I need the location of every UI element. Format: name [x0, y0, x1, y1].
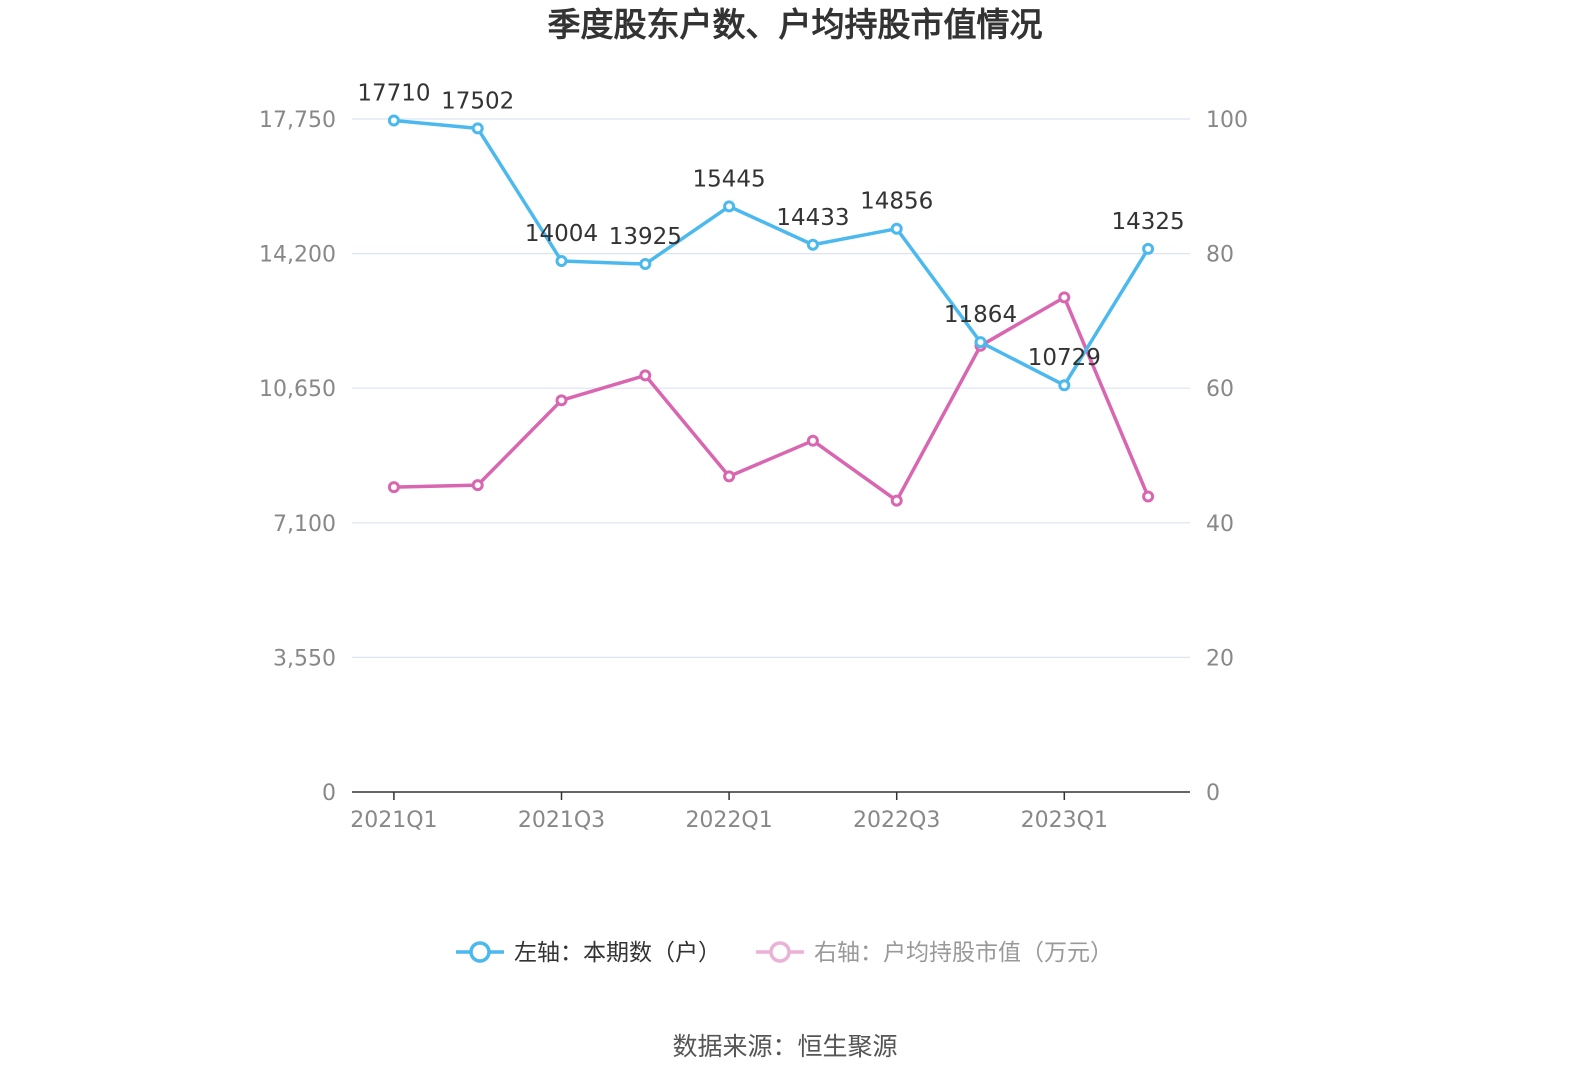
series-line-avg-value — [393, 295, 1150, 503]
point-avg-value[interactable] — [639, 369, 652, 382]
point-holders[interactable] — [555, 255, 568, 268]
left-tick-label: 10,650 — [259, 377, 336, 402]
legend-marker-icon — [469, 941, 491, 963]
legend-marker-icon — [769, 941, 791, 963]
point-holders[interactable] — [890, 222, 903, 235]
x-tick-label: 2021Q3 — [518, 808, 605, 833]
data-label: 14325 — [1112, 209, 1185, 235]
point-holders[interactable] — [806, 238, 819, 251]
data-label: 17710 — [357, 81, 430, 107]
left-axis-ticks: 0 3,550 7,100 10,650 14,200 17,750 — [259, 108, 336, 806]
legend-item-avg-value[interactable]: 右轴：户均持股市值（万元） — [756, 940, 1113, 966]
left-tick-label: 17,750 — [259, 108, 336, 133]
data-label: 17502 — [441, 88, 514, 114]
legend-label: 右轴：户均持股市值（万元） — [814, 940, 1113, 966]
point-holders[interactable] — [387, 114, 400, 127]
data-label: 15445 — [693, 166, 766, 192]
data-label: 14856 — [860, 189, 933, 215]
point-holders[interactable] — [639, 258, 652, 271]
point-holders[interactable] — [1058, 379, 1071, 392]
left-tick-label: 3,550 — [273, 646, 336, 671]
left-tick-label: 0 — [322, 781, 336, 806]
right-tick-label: 100 — [1206, 108, 1248, 133]
point-avg-value[interactable] — [387, 481, 400, 494]
right-axis-ticks: 0 20 40 60 80 100 — [1206, 108, 1248, 806]
series-group: 17710 17502 14004 13925 15445 14433 14856 11864… — [357, 81, 1185, 507]
legend-label: 左轴：本期数（户） — [514, 940, 721, 966]
point-avg-value[interactable] — [806, 434, 819, 447]
right-tick-label: 0 — [1206, 781, 1220, 806]
point-holders[interactable] — [974, 336, 987, 349]
point-avg-value[interactable] — [890, 494, 903, 507]
right-tick-label: 20 — [1206, 646, 1234, 671]
legend[interactable]: 左轴：本期数（户） 右轴：户均持股市值（万元） — [456, 940, 1113, 966]
x-axis-ticks: 2021Q1 2021Q3 2022Q1 2022Q3 2023Q1 — [350, 792, 1108, 833]
point-avg-value[interactable] — [723, 470, 736, 483]
point-avg-value[interactable] — [555, 394, 568, 407]
chart-title: 季度股东户数、户均持股市值情况 — [548, 5, 1043, 44]
point-avg-value[interactable] — [1058, 291, 1071, 304]
data-label: 14433 — [776, 205, 849, 231]
point-avg-value[interactable] — [471, 479, 484, 492]
x-tick-label: 2021Q1 — [350, 808, 437, 833]
left-tick-label: 14,200 — [259, 243, 336, 268]
x-tick-label: 2022Q1 — [685, 808, 772, 833]
point-holders[interactable] — [471, 122, 484, 135]
data-label: 11864 — [944, 302, 1017, 328]
x-tick-label: 2022Q3 — [853, 808, 940, 833]
data-label: 13925 — [609, 224, 682, 250]
point-avg-value[interactable] — [1142, 490, 1155, 503]
legend-item-holders[interactable]: 左轴：本期数（户） — [456, 940, 721, 966]
right-tick-label: 60 — [1206, 377, 1234, 402]
data-source: 数据来源：恒生聚源 — [672, 1032, 897, 1061]
x-tick-label: 2023Q1 — [1021, 808, 1108, 833]
right-tick-label: 40 — [1206, 512, 1234, 537]
point-holders[interactable] — [723, 200, 736, 213]
left-tick-label: 7,100 — [273, 512, 336, 537]
point-holders[interactable] — [1142, 242, 1155, 255]
data-label: 10729 — [1028, 345, 1101, 371]
right-tick-label: 80 — [1206, 243, 1234, 268]
data-label: 14004 — [525, 221, 598, 247]
gridlines — [352, 118, 1190, 659]
series-line-holders — [393, 118, 1150, 387]
